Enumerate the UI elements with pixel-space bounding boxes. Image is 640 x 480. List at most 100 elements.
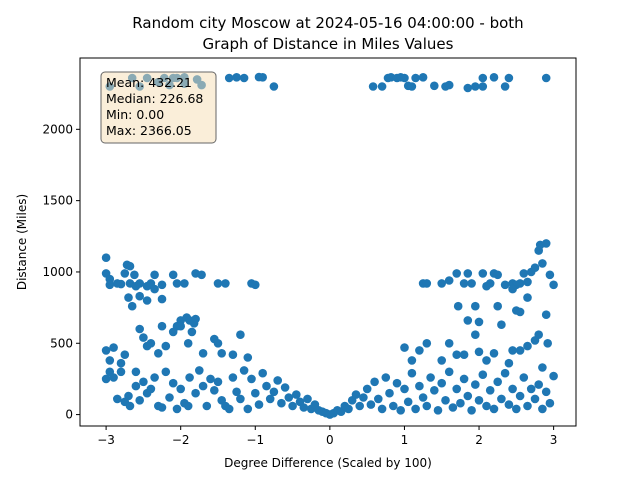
data-point bbox=[467, 279, 476, 288]
data-point bbox=[251, 280, 260, 290]
data-point bbox=[254, 400, 264, 409]
data-point bbox=[120, 350, 130, 360]
data-point bbox=[243, 353, 253, 362]
data-point bbox=[135, 324, 144, 334]
data-point bbox=[512, 404, 521, 414]
data-point bbox=[172, 404, 182, 414]
data-point bbox=[534, 380, 543, 389]
data-point bbox=[545, 270, 555, 280]
data-point bbox=[459, 279, 469, 288]
data-point bbox=[543, 339, 552, 348]
data-point bbox=[172, 279, 182, 288]
data-point bbox=[441, 396, 450, 405]
data-point bbox=[530, 263, 540, 273]
data-point bbox=[142, 296, 152, 305]
data-point bbox=[526, 384, 536, 394]
data-point bbox=[135, 291, 144, 301]
data-point bbox=[541, 310, 551, 320]
data-point bbox=[213, 339, 223, 348]
data-point bbox=[109, 373, 118, 382]
data-point bbox=[116, 367, 126, 377]
data-point bbox=[467, 406, 476, 415]
data-point bbox=[453, 301, 463, 311]
x-tick-label: 1 bbox=[401, 433, 409, 447]
data-point bbox=[150, 284, 159, 294]
data-point bbox=[504, 73, 514, 83]
data-point bbox=[127, 301, 137, 311]
data-point bbox=[541, 387, 551, 397]
stats-box-frame bbox=[100, 71, 217, 144]
data-point bbox=[273, 376, 283, 385]
data-point bbox=[415, 381, 424, 391]
data-point bbox=[400, 73, 409, 83]
data-point bbox=[258, 368, 268, 378]
data-point bbox=[176, 321, 185, 331]
data-point bbox=[489, 404, 499, 414]
data-point bbox=[444, 276, 454, 285]
data-point bbox=[236, 394, 245, 404]
y-tick-label: 1000 bbox=[42, 265, 73, 279]
data-point bbox=[284, 393, 294, 402]
data-point bbox=[344, 404, 353, 414]
data-point bbox=[474, 396, 484, 405]
data-point bbox=[224, 73, 234, 83]
data-point bbox=[251, 388, 260, 398]
data-point bbox=[508, 384, 517, 394]
data-point bbox=[471, 301, 480, 311]
data-point bbox=[418, 393, 428, 402]
data-point bbox=[101, 346, 111, 355]
data-point bbox=[258, 73, 268, 82]
data-point bbox=[437, 279, 447, 288]
data-point bbox=[463, 83, 473, 93]
chart-title: Random city Moscow at 2024-05-16 04:00:0… bbox=[132, 14, 523, 32]
data-point bbox=[243, 404, 253, 414]
data-point bbox=[377, 82, 387, 91]
data-point bbox=[232, 73, 241, 82]
x-tick-label: −2 bbox=[172, 433, 190, 447]
data-point bbox=[101, 374, 111, 384]
x-axis: −3 −2 −1 0 1 2 3 bbox=[97, 426, 557, 447]
data-point bbox=[430, 386, 439, 395]
data-point bbox=[433, 406, 443, 415]
data-point bbox=[120, 269, 130, 278]
data-point bbox=[422, 401, 432, 411]
data-point bbox=[370, 377, 379, 387]
data-point bbox=[135, 396, 144, 405]
data-point bbox=[116, 358, 126, 368]
data-point bbox=[515, 391, 525, 401]
data-point bbox=[478, 73, 488, 83]
data-point bbox=[519, 269, 529, 278]
data-point bbox=[407, 356, 417, 365]
data-point bbox=[195, 366, 204, 375]
data-point bbox=[478, 269, 488, 278]
data-point bbox=[523, 341, 532, 351]
data-point bbox=[161, 341, 171, 351]
data-point bbox=[474, 347, 484, 357]
data-point bbox=[221, 279, 230, 288]
data-point bbox=[549, 371, 558, 381]
y-tick-label: 500 bbox=[50, 336, 73, 350]
data-point bbox=[124, 293, 133, 302]
data-point bbox=[485, 386, 495, 395]
data-point bbox=[131, 367, 141, 377]
data-point bbox=[415, 346, 424, 355]
data-point bbox=[269, 387, 279, 397]
data-point bbox=[411, 73, 420, 83]
data-point bbox=[463, 269, 473, 278]
data-point bbox=[109, 343, 118, 352]
data-point bbox=[374, 394, 383, 404]
data-point bbox=[500, 82, 510, 91]
data-point bbox=[549, 280, 558, 290]
data-point bbox=[500, 280, 510, 290]
data-point bbox=[523, 277, 532, 287]
data-point bbox=[411, 404, 420, 414]
data-point bbox=[377, 404, 387, 414]
data-point bbox=[247, 374, 256, 384]
data-point bbox=[538, 363, 547, 372]
data-point bbox=[497, 394, 506, 404]
data-point bbox=[422, 279, 432, 288]
data-point bbox=[400, 384, 409, 394]
data-point bbox=[168, 327, 178, 337]
data-point bbox=[198, 349, 208, 358]
y-tick-label: 0 bbox=[65, 408, 73, 422]
